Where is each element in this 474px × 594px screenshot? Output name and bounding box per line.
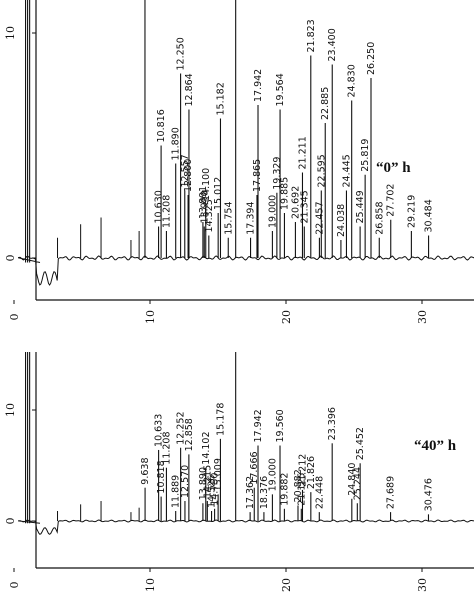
peak-label: 12.557	[180, 154, 191, 187]
peak-label: 23.396	[327, 407, 338, 440]
peak-label: 14.325	[204, 199, 215, 232]
peak-label: 26.250	[366, 42, 377, 75]
peak-label: 10.633	[154, 414, 165, 447]
peak-label: 20.692	[290, 186, 301, 219]
chromatogram-baseline	[17, 255, 474, 286]
y-tick-label: 10	[4, 26, 17, 40]
x-tick-label: 30	[416, 310, 429, 324]
peak-label: 13.891	[198, 186, 209, 219]
peak-label: 11.890	[171, 127, 182, 160]
peak-label: 15.178	[215, 403, 226, 436]
peak-label: 15.009	[213, 458, 224, 491]
y-tick-label: 0	[4, 518, 17, 525]
peak-label: 10.818	[156, 460, 167, 493]
peak-label: 24.830	[347, 64, 358, 97]
peak-label: 23.400	[327, 28, 338, 61]
peak-label: 17.666	[249, 451, 260, 484]
peak-label: 19.329	[272, 157, 283, 190]
peak-label: 12.252	[176, 411, 187, 444]
peak-label: 22.885	[320, 87, 331, 120]
peak-label: 24.445	[341, 154, 352, 187]
peak-label: 10.630	[154, 190, 165, 223]
peak-label: 27.702	[386, 184, 397, 217]
peak-label: 12.864	[184, 73, 195, 106]
x-tick-label: 20	[280, 578, 293, 592]
peak-label: 11.208	[161, 431, 172, 464]
peak-label: 24.038	[336, 204, 347, 237]
peak-label: 29.219	[406, 195, 417, 228]
peak-label: 14.526	[207, 475, 218, 508]
y-tick-label: 10	[4, 403, 17, 417]
peak-label: 21.345	[299, 190, 310, 223]
peak-label: 27.689	[386, 476, 397, 509]
peak-label: 14.102	[201, 431, 212, 464]
peak-label: 20.882	[293, 469, 304, 502]
peak-label: 15.182	[215, 82, 226, 115]
peak-label: 15.012	[213, 177, 224, 210]
peak-label: 22.457	[314, 202, 325, 235]
peak-label: 14.215	[202, 465, 213, 498]
peak-label: 9.638	[140, 457, 151, 484]
peak-label: 19.000	[267, 458, 278, 491]
peak-label: 30.476	[423, 478, 434, 511]
peak-label: 17.942	[253, 409, 264, 442]
peak-label: 12.250	[176, 37, 187, 70]
peak-label: 25.452	[355, 427, 366, 460]
peak-label: 21.826	[306, 456, 317, 489]
x-tick-label: 20	[280, 310, 293, 324]
peak-label: 19.000	[267, 195, 278, 228]
peak-label: 11.208	[161, 195, 172, 228]
sample-label: “0” h	[376, 160, 411, 176]
peak-label: 25.819	[360, 139, 371, 172]
peak-label: 21.211	[297, 136, 308, 169]
x-tick-label: 10	[144, 310, 157, 324]
peak-label: 25.449	[355, 190, 366, 223]
x-tick-label: 0	[8, 582, 21, 589]
peak-label: 17.942	[253, 69, 264, 102]
peak-label: 21.125	[296, 473, 307, 506]
peak-label: 10.816	[156, 109, 167, 142]
peak-label: 13.890	[198, 467, 209, 500]
peak-label: 14.100	[201, 168, 212, 201]
x-tick-label: 30	[416, 578, 429, 592]
peak-label: 17.394	[246, 201, 257, 234]
x-tick-label: 10	[144, 578, 157, 592]
peak-label: 21.823	[306, 19, 317, 52]
peak-label: 11.889	[171, 475, 182, 508]
peak-label: 19.882	[279, 473, 290, 506]
peak-label: 30.484	[424, 199, 435, 232]
peak-label: 22.448	[314, 476, 325, 509]
peak-label: 14.750	[210, 473, 221, 506]
peak-label: 24.840	[347, 463, 358, 496]
x-tick-label: 0	[8, 314, 21, 321]
peak-label: 12.858	[184, 418, 195, 451]
peak-label: 18.376	[259, 476, 270, 509]
peak-label: 12.570	[180, 465, 191, 498]
peak-label: 19.885	[279, 177, 290, 210]
chromatogram-baseline	[18, 519, 474, 535]
peak-label: 19.564	[275, 73, 286, 106]
peak-label: 15.754	[223, 202, 234, 235]
peak-label: 13.990	[199, 190, 210, 223]
peak-label: 26.858	[374, 202, 385, 235]
y-tick-label: 0	[4, 255, 17, 262]
sample-label: “40” h	[414, 438, 457, 454]
chromatogram-panel-0h: 0 10 0 10 20 30 10.630 10.816 11.208 11.890 12.250…	[4, 0, 474, 324]
peak-label: 17.362	[245, 476, 256, 509]
peak-label: 22.595	[316, 154, 327, 187]
peak-label: 21.212	[297, 454, 308, 487]
peak-label: 25.244	[352, 467, 363, 500]
peak-label: 19.560	[275, 409, 286, 442]
